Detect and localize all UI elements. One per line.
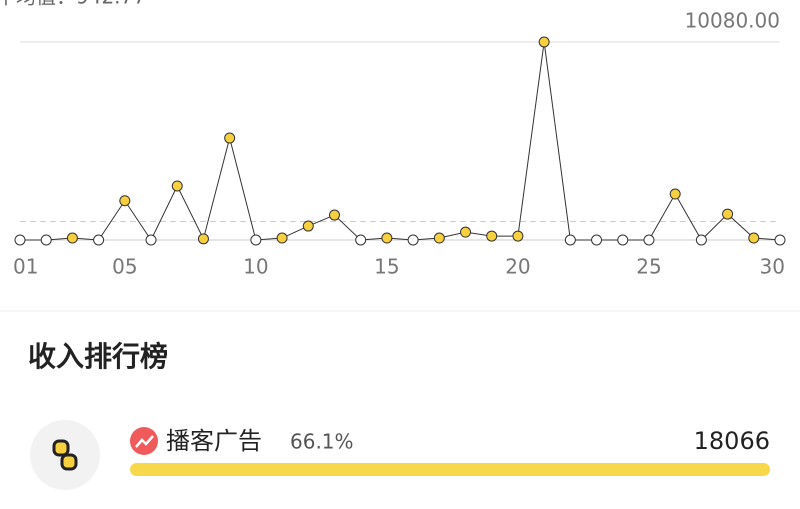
point bbox=[66, 232, 78, 244]
item-share: 66.1% bbox=[290, 430, 354, 454]
x-tick-label: 10 bbox=[243, 255, 268, 279]
point bbox=[643, 234, 655, 246]
point bbox=[119, 195, 131, 207]
point bbox=[512, 230, 524, 242]
point bbox=[14, 234, 26, 246]
point bbox=[722, 208, 734, 220]
item-amount: 18066 bbox=[694, 427, 770, 455]
point bbox=[40, 234, 52, 246]
section-title: 收入排行榜 bbox=[28, 340, 168, 373]
point bbox=[407, 234, 419, 246]
x-tick-label: 05 bbox=[112, 255, 137, 279]
y-tick-label: 10080.00 bbox=[685, 9, 780, 33]
point bbox=[460, 226, 472, 238]
average-label: 平均值：942.77 bbox=[0, 0, 146, 9]
point bbox=[774, 234, 786, 246]
point bbox=[591, 234, 603, 246]
point bbox=[171, 180, 183, 192]
x-tick-label: 25 bbox=[636, 255, 661, 279]
point bbox=[302, 220, 314, 232]
point bbox=[93, 234, 105, 246]
point bbox=[381, 232, 393, 244]
point bbox=[328, 209, 340, 221]
point bbox=[748, 232, 760, 244]
item-bar bbox=[130, 463, 770, 476]
point bbox=[355, 234, 367, 246]
item-icon bbox=[52, 439, 78, 471]
point bbox=[564, 234, 576, 246]
point bbox=[433, 232, 445, 244]
point bbox=[669, 188, 681, 200]
series-line bbox=[20, 41, 781, 242]
point bbox=[197, 233, 209, 245]
point bbox=[486, 230, 498, 242]
x-tick-label: 20 bbox=[505, 255, 530, 279]
point bbox=[250, 234, 262, 246]
point bbox=[617, 234, 629, 246]
item-name: 播客广告 bbox=[166, 427, 262, 455]
x-tick-label: 01 bbox=[13, 255, 38, 279]
x-tick-label: 15 bbox=[374, 255, 399, 279]
x-tick-label: 30 bbox=[760, 255, 785, 279]
point bbox=[224, 132, 236, 144]
point bbox=[276, 232, 288, 244]
point bbox=[695, 234, 707, 246]
point bbox=[538, 36, 550, 48]
point bbox=[145, 234, 157, 246]
trend-arrow bbox=[135, 435, 154, 448]
